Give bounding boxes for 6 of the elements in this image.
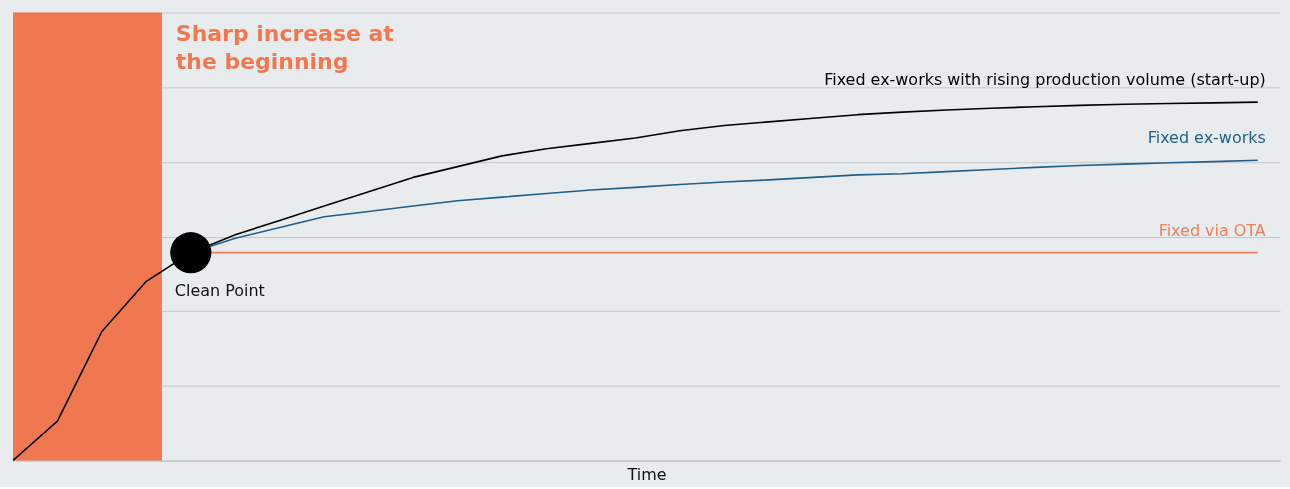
series-label: Fixed ex-works bbox=[1147, 128, 1266, 148]
x-axis-title: Time bbox=[626, 464, 667, 484]
annotation: Clean Point bbox=[174, 280, 265, 300]
series-label: Fixed via OTA bbox=[1158, 220, 1266, 240]
text: Sharp increase at the beginning bbox=[175, 21, 394, 75]
series-label: Fixed ex-works with rising production volume (start-up) bbox=[824, 70, 1266, 90]
